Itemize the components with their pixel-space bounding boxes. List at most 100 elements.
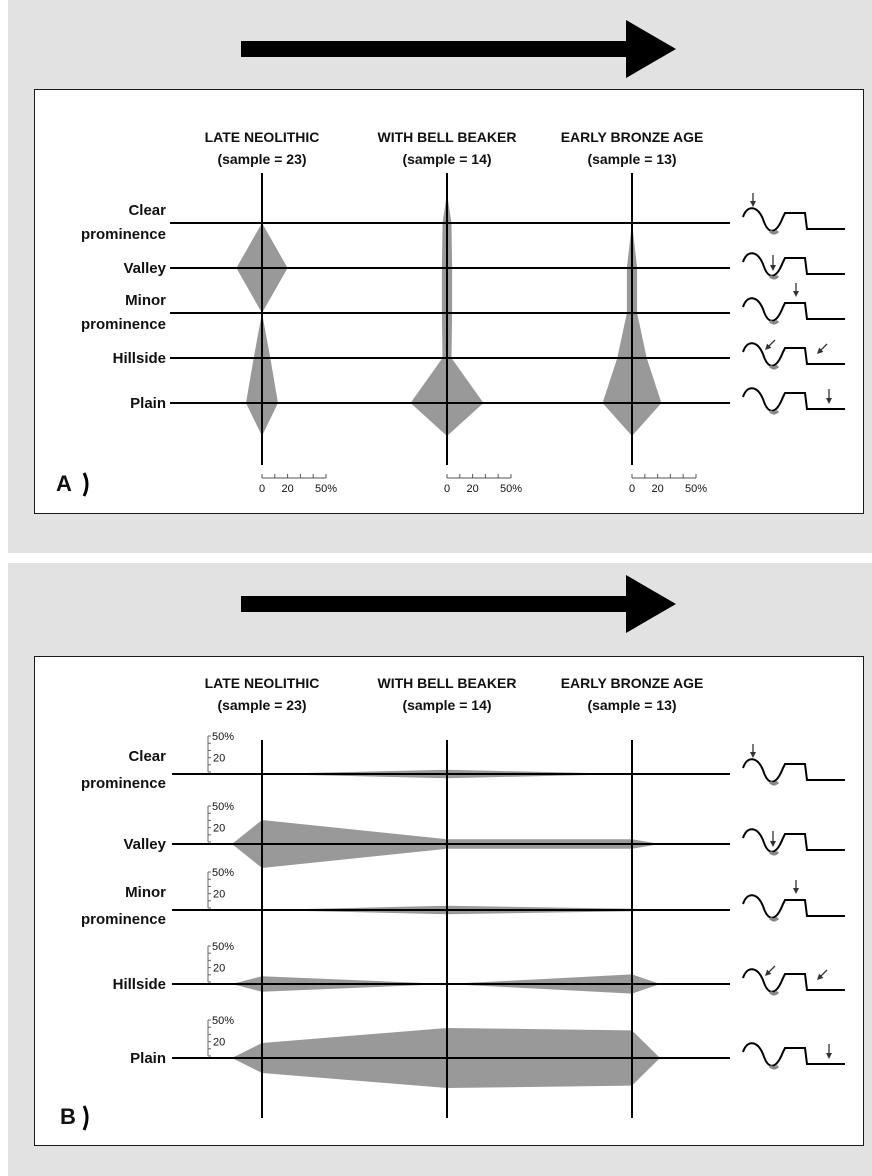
scale-max-label: 50% <box>212 867 234 879</box>
panel-a-group-headers: LATE NEOLITHIC (sample = 23) WITH BELL BEA… <box>205 129 704 167</box>
group-sample-size: (sample = 23) <box>217 151 306 167</box>
landform-marker-icon <box>742 387 845 415</box>
row-percent-scale: 50% 20 <box>207 1015 234 1057</box>
group-title: EARLY BRONZE AGE <box>561 675 704 691</box>
relief-profile-line <box>742 297 845 322</box>
marker-arrow-head <box>765 343 772 350</box>
percent-scale-bar: 0 20 50% <box>629 474 707 495</box>
scale-tick-label: 20 <box>281 483 293 495</box>
category-label: Valley <box>123 836 166 853</box>
scale-tick-label: 0 <box>444 483 450 495</box>
category-label: Plain <box>130 1050 166 1067</box>
marker-arrow-head <box>826 1053 832 1059</box>
relief-profile-line <box>742 342 845 367</box>
marker-arrow-head <box>817 347 824 354</box>
row-percent-scale: 50% 20 <box>207 801 234 843</box>
landform-marker-icon <box>742 828 845 856</box>
relief-profile-line <box>742 1042 845 1067</box>
relief-profile-line <box>742 894 845 919</box>
category-label: Clear <box>128 202 166 219</box>
landform-marker-icon <box>742 283 845 325</box>
marker-arrow-head <box>793 291 799 297</box>
valley-floor-highlight <box>768 274 780 280</box>
scale-max-label: 50% <box>212 941 234 953</box>
valley-floor-highlight <box>768 409 780 415</box>
category-label: Minor <box>125 884 166 901</box>
category-label: Valley <box>123 260 166 277</box>
valley-floor-highlight <box>768 364 780 370</box>
category-label: Clear <box>128 748 166 765</box>
relief-profile-line <box>742 828 845 853</box>
trend-arrow-a <box>241 20 676 78</box>
scale-max-label: 50% <box>212 1015 234 1027</box>
landform-marker-icon <box>742 193 845 235</box>
group-sample-size: (sample = 23) <box>217 697 306 713</box>
marker-arrow-head <box>817 973 824 980</box>
panel-label-a: A <box>56 471 72 496</box>
group-title: WITH BELL BEAKER <box>378 129 517 145</box>
category-label: Hillside <box>113 350 166 367</box>
category-label: prominence <box>81 775 166 792</box>
valley-floor-highlight <box>768 990 780 996</box>
category-label: Minor <box>125 292 166 309</box>
percent-scale-bar: 0 20 50% <box>259 474 337 495</box>
group-title: EARLY BRONZE AGE <box>561 129 704 145</box>
panel-b-group-headers: LATE NEOLITHIC (sample = 23) WITH BELL BEA… <box>205 675 704 713</box>
row-percent-scale: 50% 20 <box>207 867 234 909</box>
group-title: LATE NEOLITHIC <box>205 129 320 145</box>
relief-profile-line <box>742 758 845 783</box>
relief-profile-line <box>742 252 845 277</box>
valley-floor-highlight <box>768 229 780 235</box>
relief-profile-line <box>742 387 845 412</box>
category-label: prominence <box>81 316 166 333</box>
valley-floor-highlight <box>768 780 780 786</box>
row-percent-scale: 50% 20 <box>207 941 234 983</box>
scale-max-label: 50% <box>212 801 234 813</box>
panel-label-b-paren <box>82 1105 89 1131</box>
marker-arrow-head <box>793 888 799 894</box>
trend-arrow-b <box>241 575 676 633</box>
percent-scale-bar: 0 20 50% <box>444 474 522 495</box>
scale-tick-label: 20 <box>651 483 663 495</box>
valley-floor-highlight <box>768 1064 780 1070</box>
landform-marker-icon <box>742 252 845 280</box>
scale-tick-label: 20 <box>213 963 225 975</box>
scale-tick-label: 20 <box>213 823 225 835</box>
marker-arrow-head <box>750 752 756 758</box>
scale-tick-label: 20 <box>213 1037 225 1049</box>
category-label: prominence <box>81 911 166 928</box>
scale-max-label: 50% <box>212 731 234 743</box>
group-title: LATE NEOLITHIC <box>205 675 320 691</box>
valley-floor-highlight <box>768 916 780 922</box>
row-percent-scale: 50% 20 <box>207 731 234 773</box>
landform-marker-icon <box>742 965 845 996</box>
scale-max-label: 50% <box>315 483 337 495</box>
landform-marker-icon <box>742 744 845 786</box>
marker-arrow-head <box>770 265 776 271</box>
scale-tick-label: 20 <box>213 889 225 901</box>
marker-arrow-head <box>750 201 756 207</box>
landform-marker-icon <box>742 1042 845 1070</box>
relief-profile-line <box>742 207 845 232</box>
category-label: prominence <box>81 226 166 243</box>
panel-label-a-paren <box>82 472 89 497</box>
scale-max-label: 50% <box>500 483 522 495</box>
group-sample-size: (sample = 13) <box>587 697 676 713</box>
landform-marker-icon <box>742 880 845 922</box>
scale-tick-label: 0 <box>259 483 265 495</box>
landform-marker-icon <box>742 339 845 370</box>
marker-arrow-head <box>826 398 832 404</box>
panel-label-b: B <box>60 1104 76 1129</box>
category-label: Hillside <box>113 976 166 993</box>
group-sample-size: (sample = 13) <box>587 151 676 167</box>
marker-arrow-head <box>765 969 772 976</box>
group-sample-size: (sample = 14) <box>402 151 491 167</box>
valley-floor-highlight <box>768 850 780 856</box>
category-label: Plain <box>130 395 166 412</box>
valley-floor-highlight <box>768 319 780 325</box>
group-title: WITH BELL BEAKER <box>378 675 517 691</box>
scale-tick-label: 20 <box>466 483 478 495</box>
scale-max-label: 50% <box>685 483 707 495</box>
scale-tick-label: 20 <box>213 753 225 765</box>
